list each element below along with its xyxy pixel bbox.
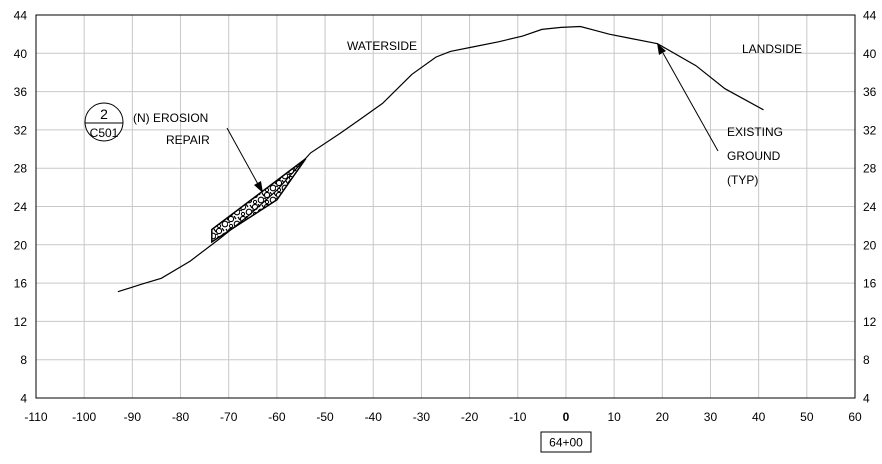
existing-ground-leader-arrowhead	[657, 43, 666, 55]
y-tick-label-left: 8	[20, 353, 27, 367]
y-tick-label-right: 44	[863, 9, 877, 23]
y-tick-label-right: 4	[863, 392, 870, 406]
y-tick-label-right: 40	[863, 47, 877, 61]
y-tick-label-right: 32	[863, 123, 877, 137]
y-tick-label-right: 12	[863, 315, 877, 329]
x-tick-label: -20	[461, 410, 479, 424]
x-tick-label: -50	[316, 410, 334, 424]
detail-callout: 2 C501	[84, 102, 124, 142]
y-tick-label-left: 40	[14, 47, 28, 61]
x-tick-label: 50	[800, 410, 814, 424]
y-tick-label-right: 24	[863, 200, 877, 214]
station-box	[540, 431, 592, 453]
detail-callout-circle	[84, 102, 124, 142]
plot-border	[35, 14, 856, 399]
x-tick-label: -40	[365, 410, 383, 424]
x-tick-label: -60	[268, 410, 286, 424]
y-tick-label-left: 16	[14, 277, 28, 291]
station-label: 64+00	[549, 436, 583, 450]
landside-label: LANDSIDE	[742, 42, 802, 56]
plot-frame	[35, 14, 856, 399]
erosion-repair-label-line1: (N) EROSION	[133, 111, 208, 125]
detail-sheet: C501	[90, 126, 119, 140]
y-tick-label-left: 44	[14, 9, 28, 23]
y-tick-label-right: 36	[863, 85, 877, 99]
x-tick-label: 20	[656, 410, 670, 424]
x-tick-label: 10	[607, 410, 621, 424]
grid	[36, 15, 855, 398]
y-tick-label-left: 32	[14, 123, 28, 137]
x-tick-label: 30	[704, 410, 718, 424]
x-tick-label: -30	[413, 410, 431, 424]
y-tick-label-left: 12	[14, 315, 28, 329]
existing-ground-label-line3: (TYP)	[727, 173, 758, 187]
chart-marks	[117, 25, 764, 293]
x-tick-label: -10	[509, 410, 527, 424]
y-tick-label-left: 36	[14, 85, 28, 99]
y-tick-label-right: 16	[863, 277, 877, 291]
x-tick-label: 40	[752, 410, 766, 424]
existing-ground-leader-line	[662, 52, 719, 152]
detail-number: 2	[100, 106, 108, 122]
x-tick-label: 0	[563, 410, 570, 424]
x-tick-label: -110	[24, 410, 47, 424]
y-tick-label-left: 20	[14, 238, 28, 252]
erosion-repair-fill	[211, 158, 307, 244]
y-tick-label-right: 20	[863, 238, 877, 252]
waterside-label: WATERSIDE	[347, 39, 417, 53]
y-tick-label-right: 28	[863, 162, 877, 176]
y-tick-label-left: 28	[14, 162, 28, 176]
y-tick-label-right: 8	[863, 353, 870, 367]
x-axis-tick-labels: -110 -100 -90 -80 -70 -60 -50 -40 -30 -20 -10 0 10 20…	[24, 410, 862, 424]
x-tick-label: -90	[124, 410, 142, 424]
x-tick-label: -80	[172, 410, 190, 424]
y-tick-label-left: 24	[14, 200, 28, 214]
existing-ground-label-line1: EXISTING	[727, 125, 783, 139]
existing-ground-line	[117, 25, 764, 293]
erosion-leader-arrowhead	[254, 181, 263, 193]
erosion-leader-line	[226, 127, 260, 187]
x-tick-label: -70	[220, 410, 238, 424]
x-tick-label: -100	[72, 410, 96, 424]
erosion-repair-label-line2: REPAIR	[166, 133, 210, 147]
y-tick-label-left: 4	[20, 392, 27, 406]
x-tick-label: 60	[848, 410, 862, 424]
existing-ground-label-line2: GROUND	[727, 149, 781, 163]
